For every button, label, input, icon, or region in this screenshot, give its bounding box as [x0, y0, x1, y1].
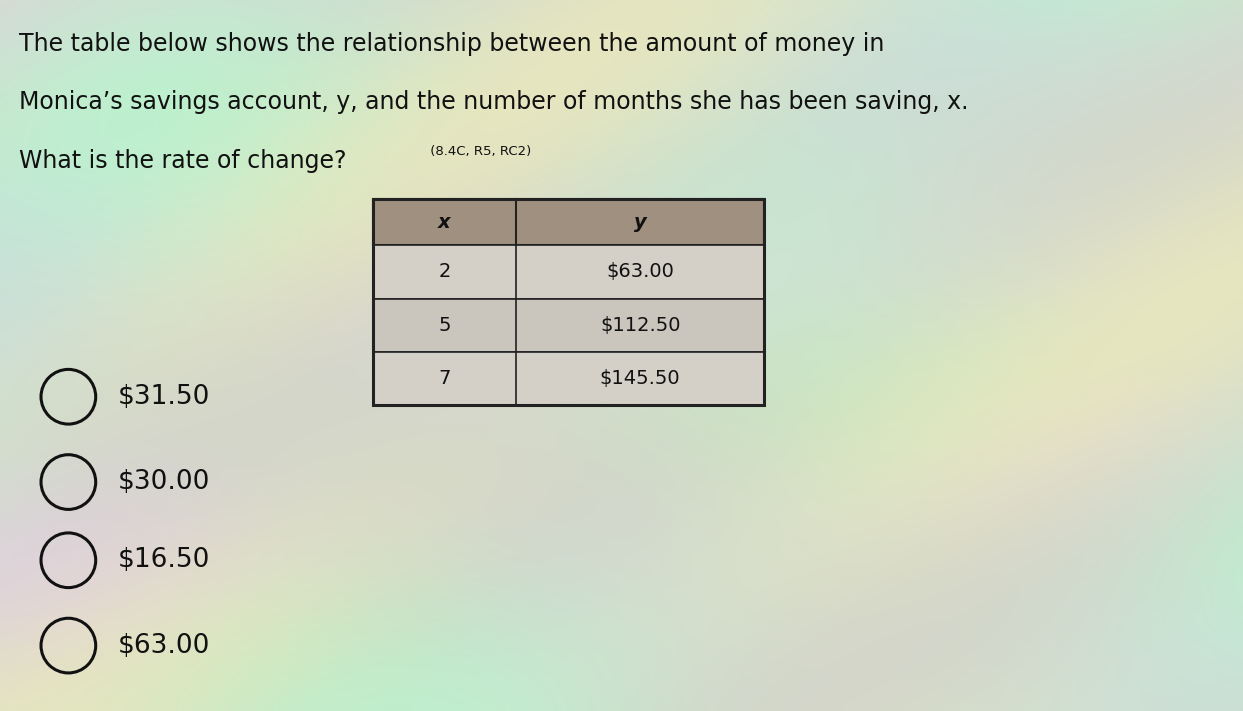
Bar — [373, 199, 764, 245]
Text: $30.00: $30.00 — [118, 469, 210, 495]
Bar — [373, 352, 764, 405]
Text: (8.4C, R5, RC2): (8.4C, R5, RC2) — [426, 145, 532, 158]
Text: $112.50: $112.50 — [600, 316, 680, 335]
Text: $63.00: $63.00 — [118, 633, 210, 658]
Text: $63.00: $63.00 — [607, 262, 674, 282]
Text: y: y — [634, 213, 646, 232]
Text: 2: 2 — [439, 262, 450, 282]
Bar — [373, 199, 764, 405]
Text: What is the rate of change?: What is the rate of change? — [19, 149, 346, 173]
Text: x: x — [438, 213, 451, 232]
Text: Monica’s savings account, y, and the number of months she has been saving, x.: Monica’s savings account, y, and the num… — [19, 90, 968, 114]
Text: $145.50: $145.50 — [600, 369, 680, 388]
Text: $31.50: $31.50 — [118, 384, 210, 410]
Bar — [373, 245, 764, 299]
Text: The table below shows the relationship between the amount of money in: The table below shows the relationship b… — [19, 32, 884, 56]
Bar — [373, 299, 764, 352]
Text: 5: 5 — [438, 316, 451, 335]
Text: 7: 7 — [439, 369, 450, 388]
Text: $16.50: $16.50 — [118, 547, 210, 573]
